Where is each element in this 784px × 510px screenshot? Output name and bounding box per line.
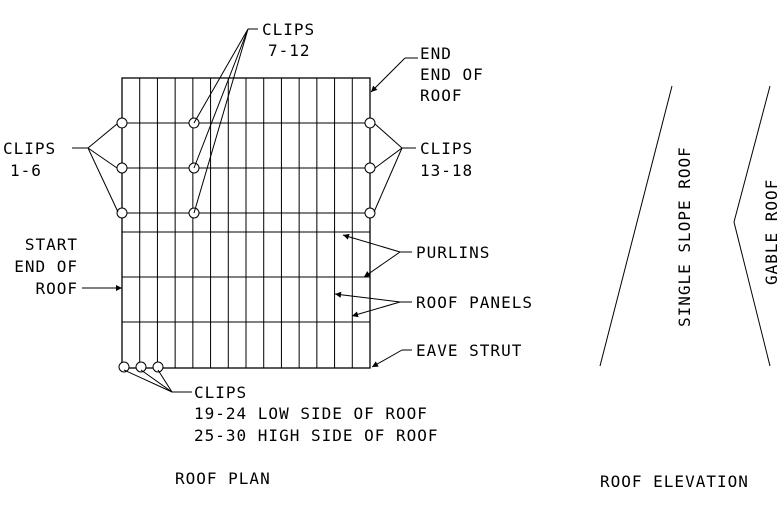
roof-plan-grid	[121, 77, 371, 369]
clips-13-18-callout: CLIPS 13-18	[373, 123, 473, 213]
end-label-line1: END	[420, 44, 452, 63]
leader-line	[193, 28, 249, 214]
gable-roof-lower-line	[733, 221, 771, 367]
clips-13-18-label-line2: 13-18	[420, 161, 473, 180]
clips-1-6-label-line2: 1-6	[10, 161, 42, 180]
clip-circle	[116, 117, 128, 129]
clips-7-12-callout: CLIPS 7-12	[193, 20, 315, 214]
roof-panels-label: ROOF PANELS	[416, 293, 533, 312]
clips-19-30-callout: CLIPS 19-24 LOW SIDE OF ROOF 25-30 HIGH …	[123, 369, 439, 445]
leader-arrow	[351, 301, 401, 318]
clip-circle	[364, 162, 376, 174]
leader-arrow	[334, 291, 401, 303]
roof-plan-title: ROOF PLAN	[175, 469, 271, 488]
leader-arrow	[342, 233, 401, 253]
start-label-line3: ROOF	[35, 279, 78, 298]
purlins-callout: PURLINS	[342, 233, 490, 278]
leader-line	[87, 147, 119, 213]
gable-roof-upper-line	[733, 85, 771, 223]
clips-1-6-callout: CLIPS 1-6	[3, 123, 119, 213]
roof-panels-callout: ROOF PANELS	[334, 291, 533, 318]
clips-19-30-label-line3: 25-30 HIGH SIDE OF ROOF	[194, 426, 439, 445]
leader-arrow	[371, 349, 403, 368]
leader-line	[123, 369, 173, 393]
end-label-line3: ROOF	[420, 86, 463, 105]
leader-line	[87, 147, 118, 169]
eave-strut-callout: EAVE STRUT	[371, 341, 522, 368]
start-of-roof-callout: START END OF ROOF	[14, 235, 122, 298]
clips-1-6-label-line1: CLIPS	[3, 139, 56, 158]
clip-circle	[364, 207, 376, 219]
leader-arrow	[363, 251, 401, 278]
clip-circle	[152, 361, 164, 373]
single-slope-roof-line	[599, 85, 673, 367]
leader-line	[87, 123, 118, 149]
roof-elevation-title: ROOF ELEVATION	[600, 472, 749, 491]
single-slope-roof-label: SINGLE SLOPE ROOF	[675, 146, 694, 327]
leader-line	[374, 147, 403, 169]
clip-circle	[135, 361, 147, 373]
clip-markers	[116, 117, 376, 373]
clips-19-30-label-line2: 19-24 LOW SIDE OF ROOF	[194, 404, 428, 423]
leader-line	[373, 147, 403, 213]
purlins-label: PURLINS	[416, 243, 490, 262]
clips-13-18-label-line1: CLIPS	[420, 139, 473, 158]
leader-line	[157, 369, 173, 393]
clip-circle	[364, 117, 376, 129]
start-label-line1: START	[25, 235, 78, 254]
leader-line	[374, 123, 403, 149]
leader-arrow	[370, 57, 406, 93]
start-label-line2: END OF	[14, 257, 78, 276]
end-of-roof-callout: END END OF ROOF	[370, 44, 484, 105]
clips-7-12-label-line1: CLIPS	[262, 20, 315, 39]
purlin-lines	[122, 122, 370, 323]
clips-7-12-label-line2: 7-12	[268, 41, 311, 60]
clips-19-30-label-line1: CLIPS	[194, 383, 247, 402]
leader-line	[140, 369, 173, 393]
roof-elevation: SINGLE SLOPE ROOF GABLE ROOF ROOF ELEVAT…	[599, 85, 781, 491]
eave-strut-label: EAVE STRUT	[416, 341, 522, 360]
leader-line	[193, 28, 249, 124]
clip-circle	[116, 207, 128, 219]
end-label-line2: END OF	[420, 65, 484, 84]
gable-roof-label: GABLE ROOF	[762, 179, 781, 285]
roof-panel-seams	[139, 78, 353, 368]
clip-circle	[116, 162, 128, 174]
leader-line	[193, 28, 249, 169]
clip-circle	[118, 361, 130, 373]
